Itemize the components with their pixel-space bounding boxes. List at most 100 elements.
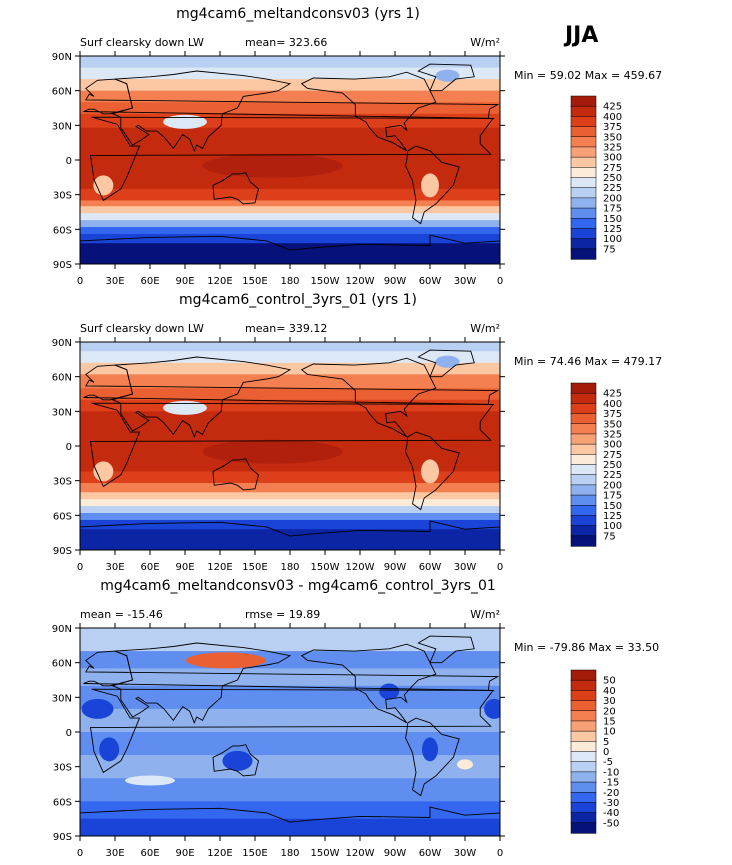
colorbar-swatch-2 (570, 679, 597, 692)
x-tick-label: 60W (419, 276, 442, 287)
field-band-8 (80, 188, 500, 201)
colorbar-swatch-11 (570, 197, 597, 209)
y-tick-label: 90N (52, 338, 72, 349)
colorbar-swatch-8 (570, 167, 597, 179)
colorbar-swatch-6 (570, 433, 597, 445)
colorbar-label: 350 (603, 419, 622, 430)
field-band-6 (80, 732, 500, 756)
colorbar-label: 225 (603, 183, 622, 194)
colorbar-swatch-6 (570, 720, 597, 732)
colorbar-label: 40 (603, 686, 616, 697)
map-panel-1: 90N 60N 30N 0 30S 60S 90S 0 30E 60E 90E 120E 150E 180… (52, 6, 662, 287)
colorbar-swatch-16 (570, 535, 597, 547)
y-tick-label: 60S (53, 797, 72, 808)
colorbar-label: 125 (603, 224, 622, 235)
y-tick-label: 30N (52, 407, 72, 418)
colorbar-swatch-14 (570, 802, 597, 814)
map-field (80, 342, 500, 550)
colorbar: 4254003753503253002752502252001751501251… (570, 95, 622, 260)
x-tick-label: 60E (140, 848, 159, 859)
africa-south-patch (93, 461, 114, 482)
colorbar-swatch-7 (570, 443, 597, 455)
colorbar-label: -15 (603, 778, 619, 789)
x-tick-label: 60W (419, 562, 442, 573)
field-band-8 (80, 471, 500, 484)
y-tick-label: 90S (53, 546, 72, 557)
x-tick-label: 30E (105, 848, 124, 859)
colorbar-label: 425 (603, 102, 622, 113)
field-band-10 (80, 818, 500, 836)
y-tick-label: 30S (53, 763, 72, 774)
panel-variable: Surf clearsky down LW (80, 36, 204, 49)
field-band-4 (80, 374, 500, 389)
colorbar-swatch-2 (570, 105, 597, 118)
x-tick-label: 90W (384, 848, 407, 859)
field-band-10 (80, 206, 500, 214)
field-band-12 (80, 220, 500, 228)
colorbar-label: 50 (603, 676, 616, 687)
field-band-7 (80, 755, 500, 779)
field-band-9 (80, 482, 500, 493)
field-band-15 (80, 243, 500, 264)
map-panel-2: 90N 60N 30N 0 30S 60S 90S 0 30E 60E 90E 120E 150E 180… (52, 292, 662, 573)
field-band-11 (80, 213, 500, 221)
colorbar-label: 300 (603, 153, 622, 164)
x-tick-label: 180 (280, 562, 299, 573)
x-tick-label: 150W (311, 276, 340, 287)
y-tick-label: 60N (52, 87, 72, 98)
field-band-3 (80, 79, 500, 92)
colorbar-label: 175 (603, 491, 622, 502)
x-tick-label: 90E (175, 848, 194, 859)
colorbar-swatch-7 (570, 156, 597, 168)
colorbar-label: 350 (603, 132, 622, 143)
colorbar-swatch-6 (570, 146, 597, 158)
field-band-11 (80, 499, 500, 507)
field-band-1 (80, 628, 500, 652)
panel-mean: mean= 323.66 (245, 36, 327, 49)
colorbar-label: -30 (603, 798, 619, 809)
field-band-6 (80, 399, 500, 412)
y-tick-label: 60N (52, 659, 72, 670)
colorbar-swatch-4 (570, 413, 597, 425)
coast-antarctica (80, 520, 500, 550)
colorbar-swatch-5 (570, 710, 597, 722)
x-tick-label: 150W (311, 562, 340, 573)
colorbar-swatch-14 (570, 228, 597, 240)
x-tick-label: 180 (280, 848, 299, 859)
colorbar-label: 175 (603, 204, 622, 215)
coast-namerica (300, 71, 437, 152)
y-tick-label: 30S (53, 477, 72, 488)
colorbar-swatch-12 (570, 207, 597, 219)
coast-africa (89, 688, 494, 774)
y-tick-label: 0 (66, 728, 72, 739)
colorbar-swatch-3 (570, 403, 597, 415)
coast-namerica (300, 357, 437, 438)
x-tick-label: 90E (175, 276, 194, 287)
y-tick-label: 30N (52, 693, 72, 704)
coast-namerica (300, 643, 437, 724)
field-band-6 (80, 113, 500, 129)
coast-greenland (417, 63, 475, 92)
colorbar-label: 20 (603, 706, 616, 717)
coast-australia (212, 458, 260, 491)
x-tick-label: 120W (346, 562, 375, 573)
colorbar-label: 15 (603, 716, 616, 727)
colorbar-label: 10 (603, 727, 616, 738)
x-tick-label: 90E (175, 562, 194, 573)
africa-south-patch (93, 175, 114, 196)
panel-minmax: Min = 74.46 Max = 479.17 (514, 355, 662, 368)
field-band-5 (80, 388, 500, 401)
field-band-14 (80, 519, 500, 530)
colorbar-swatch-9 (570, 177, 597, 189)
colorbar-swatch-15 (570, 525, 597, 537)
y-tick-label: 60S (53, 225, 72, 236)
panel-units: W/m² (470, 36, 500, 49)
colorbar-label: 75 (603, 531, 616, 542)
colorbar-label: 400 (603, 399, 622, 410)
colorbar-swatch-16 (570, 248, 597, 260)
colorbar-swatch-8 (570, 741, 597, 753)
x-tick-label: 90W (384, 276, 407, 287)
field-band-3 (80, 362, 500, 375)
